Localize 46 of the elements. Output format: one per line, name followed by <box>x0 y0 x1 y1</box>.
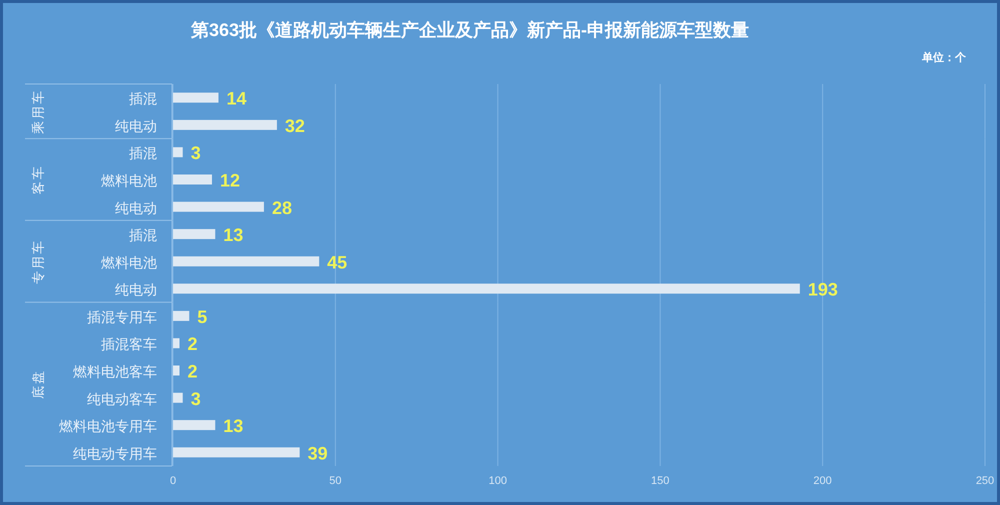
y-tick-label: 纯电动客车 <box>87 390 157 407</box>
y-tick-label: 插混专用车 <box>87 308 157 325</box>
x-tick-label: 50 <box>329 475 342 487</box>
data-label: 28 <box>272 198 292 218</box>
y-tick-label: 纯电动 <box>115 200 157 216</box>
x-tick-label: 200 <box>813 475 832 487</box>
y-tick-label: 纯电动专用车 <box>73 445 157 462</box>
y-axis-title: 乘用车 <box>30 88 46 134</box>
y-tick-label: 燃料电池客车 <box>73 364 157 380</box>
x-tick-label: 250 <box>976 475 994 487</box>
y-axis-title: 客车 <box>30 164 46 194</box>
y-axis-title: 底盘 <box>30 369 46 400</box>
bar <box>173 392 183 403</box>
data-label: 39 <box>308 443 328 464</box>
x-tick-label: 0 <box>170 475 176 487</box>
data-label: 32 <box>284 116 305 136</box>
data-label: 14 <box>226 88 247 109</box>
data-label: 3 <box>190 388 201 409</box>
data-label: 3 <box>190 143 201 164</box>
bar <box>173 338 180 348</box>
data-label: 2 <box>187 334 198 354</box>
bar <box>173 420 216 430</box>
y-tick-label: 插混 <box>129 145 157 162</box>
y-tick-label: 插混 <box>129 90 157 107</box>
data-label: 2 <box>187 362 198 382</box>
chart-title: 第363批《道路机动车辆生产企业及产品》新产品-申报新能源车型数量 <box>190 20 750 40</box>
data-label: 5 <box>197 306 208 327</box>
y-tick-label: 纯电动 <box>115 282 157 298</box>
bar <box>173 366 180 376</box>
y-axis-title: 专用车 <box>30 238 46 284</box>
y-tick-label: 插混 <box>129 227 157 244</box>
y-tick-label: 燃料电池 <box>101 254 157 270</box>
data-label: 13 <box>223 225 244 246</box>
data-label: 12 <box>220 170 240 190</box>
bar <box>173 310 190 321</box>
bar <box>173 447 300 458</box>
y-tick-label: 燃料电池 <box>101 172 157 188</box>
x-tick-label: 100 <box>488 475 507 487</box>
x-tick-label: 150 <box>651 475 670 487</box>
data-label: 45 <box>327 252 348 272</box>
data-label: 193 <box>808 280 838 300</box>
y-tick-label: 插混客车 <box>101 336 157 352</box>
data-label: 13 <box>223 416 244 436</box>
y-tick-label: 燃料电池专用车 <box>59 418 157 434</box>
y-tick-label: 纯电动 <box>115 118 157 134</box>
text: 单位：个 <box>921 51 967 64</box>
